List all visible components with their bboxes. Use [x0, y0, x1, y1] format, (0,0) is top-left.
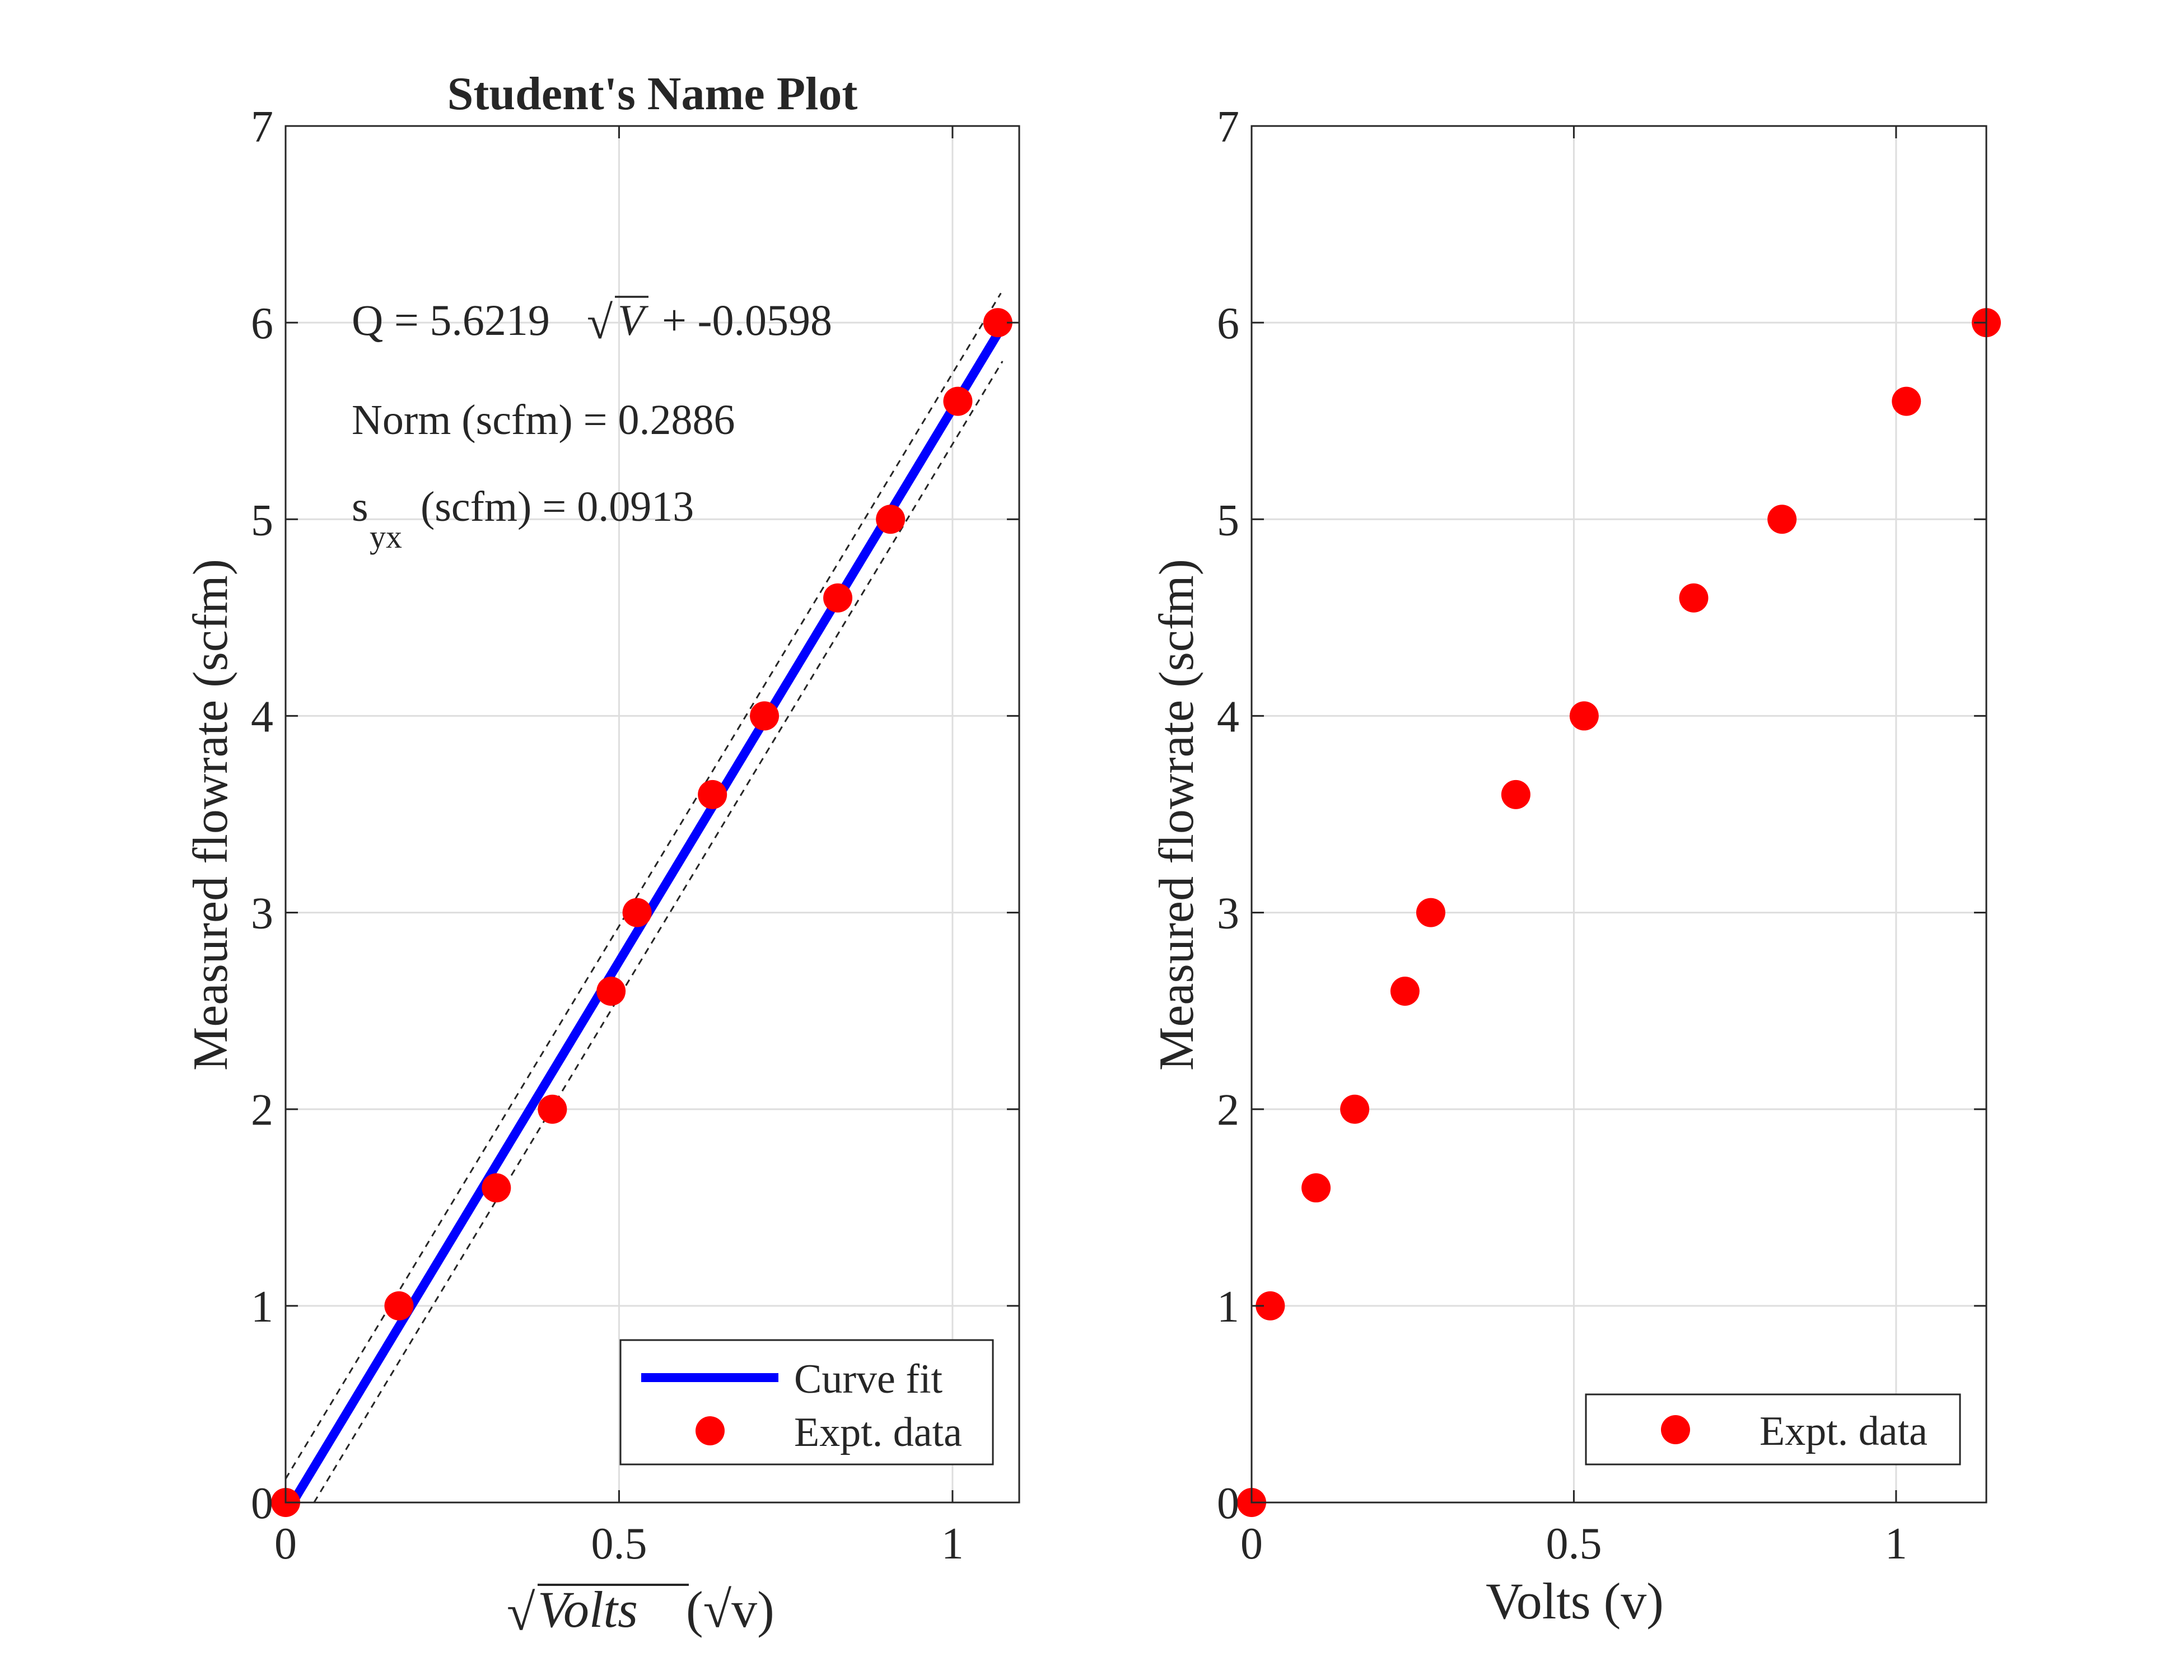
right-x-tick-label: 1	[1885, 1519, 1907, 1569]
left-confidence-band	[284, 292, 1004, 1503]
left-y-tick-label: 3	[251, 889, 273, 939]
right-x-tick-label: 0.5	[1546, 1519, 1602, 1569]
right-y-tick-label: 6	[1217, 299, 1239, 348]
equation-lhs: Q = 5.6219	[352, 296, 550, 344]
left-data-point	[876, 505, 906, 534]
norm-annotation: Norm (scfm) = 0.2886	[352, 396, 735, 444]
right-grid	[1252, 126, 1986, 1502]
left-data-point	[622, 898, 652, 927]
legend-expt-data-label: Expt. data	[794, 1410, 962, 1455]
left-data-point	[750, 701, 780, 731]
right-data-point	[1340, 1094, 1370, 1124]
right-y-tick-label: 1	[1217, 1282, 1239, 1332]
syx-annotation: s yx (scfm) = 0.0913	[352, 483, 694, 555]
left-y-tick-label: 0	[251, 1479, 273, 1528]
right-y-tick-label: 4	[1217, 692, 1239, 741]
right-y-tick-label: 3	[1217, 889, 1239, 939]
right-y-tick-label: 7	[1217, 102, 1239, 152]
left-data-point	[698, 780, 727, 809]
syx-subscript: yx	[370, 519, 402, 555]
left-y-axis-label: Measured flowrate (scfm)	[184, 559, 238, 1071]
legend-expt-data-swatch	[696, 1416, 725, 1445]
syx-s: s	[352, 483, 368, 530]
right-legend-expt-data-swatch	[1661, 1415, 1690, 1444]
syx-rest: (scfm) = 0.0913	[410, 483, 694, 530]
left-data-point	[384, 1291, 414, 1320]
right-data-point	[1679, 583, 1709, 613]
left-legend: Curve fit Expt. data	[619, 1339, 994, 1466]
left-y-tick-label: 1	[251, 1282, 273, 1332]
right-data-point	[1256, 1291, 1285, 1320]
left-data-point	[538, 1094, 567, 1124]
right-y-axis-label: Measured flowrate (scfm)	[1150, 559, 1204, 1071]
left-y-tick-label: 6	[251, 299, 273, 348]
right-legend-expt-data-label: Expt. data	[1760, 1408, 1928, 1454]
left-x-axis-label: √ Volts (√v)	[507, 1581, 774, 1641]
right-y-tick-label: 0	[1217, 1479, 1239, 1528]
left-data-point	[482, 1173, 511, 1203]
right-x-tick-label: 0	[1240, 1519, 1263, 1569]
legend-curve-fit-label: Curve fit	[794, 1356, 943, 1402]
left-ticks: 0 0.5 1 0 1 2 3 4 5 6 7	[251, 102, 1019, 1569]
right-axes-box	[1250, 125, 1987, 1504]
upper-confidence-line	[284, 292, 1002, 1480]
right-data-points	[1237, 308, 2001, 1517]
left-panel: 0 0.5 1 0 1 2 3 4 5 6 7 Student's Name Plot √ Volt…	[184, 68, 1020, 1641]
right-ticks: 0 0.5 1 0 1 2 3 4 5 6 7	[1217, 102, 1986, 1569]
right-data-point	[1301, 1173, 1331, 1203]
left-axes-box	[284, 125, 1020, 1504]
right-x-axis-label: Volts (v)	[1486, 1572, 1664, 1630]
left-x-tick-label: 1	[941, 1519, 964, 1569]
left-data-point	[983, 308, 1012, 338]
left-data-point	[823, 583, 853, 613]
left-equation-annotation: Q = 5.6219 √ V + -0.0598	[352, 296, 832, 349]
left-y-tick-label: 4	[251, 692, 273, 741]
equation-root-sign: √	[587, 297, 613, 349]
right-data-point	[1416, 898, 1445, 927]
right-panel: 0 0.5 1 0 1 2 3 4 5 6 7 Volts (v) Measured flowrat…	[1150, 102, 2001, 1630]
right-data-point	[1390, 977, 1420, 1006]
equation-sqrt-var: V	[618, 296, 649, 344]
left-y-tick-label: 7	[251, 102, 273, 152]
right-data-point	[1767, 505, 1797, 534]
right-data-point	[1569, 701, 1599, 731]
left-x-tick-label: 0	[274, 1519, 297, 1569]
left-data-point	[943, 386, 973, 416]
right-data-point	[1501, 780, 1530, 809]
right-y-tick-label: 2	[1217, 1086, 1239, 1135]
left-data-point	[596, 977, 626, 1006]
left-chart-title: Student's Name Plot	[447, 68, 858, 120]
left-x-tick-label: 0.5	[591, 1519, 647, 1569]
left-xlabel-unit: (√v)	[686, 1581, 774, 1638]
left-xlabel-main: Volts	[538, 1581, 638, 1638]
left-y-tick-label: 5	[251, 496, 273, 545]
left-legend-box	[619, 1339, 994, 1466]
right-legend-box	[1585, 1393, 1961, 1466]
right-y-tick-label: 5	[1217, 496, 1239, 545]
left-xlabel-root-sign: √	[507, 1584, 535, 1641]
right-legend: Expt. data	[1585, 1393, 1961, 1466]
lower-confidence-line	[313, 361, 1004, 1503]
right-data-point	[1892, 386, 1921, 416]
left-y-tick-label: 2	[251, 1086, 273, 1135]
equation-rhs: + -0.0598	[662, 296, 832, 344]
